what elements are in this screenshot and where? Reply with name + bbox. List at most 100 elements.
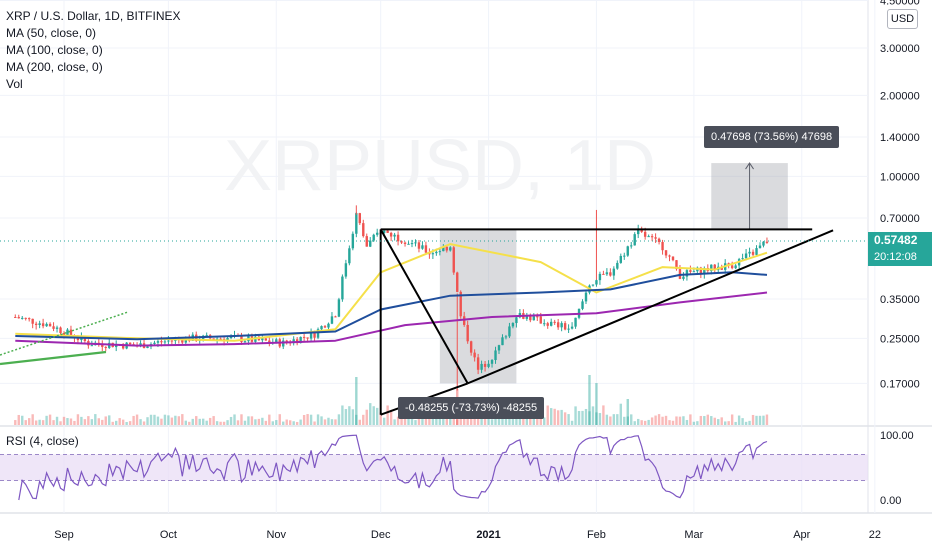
volume-bar: [570, 420, 574, 425]
measure-down-label[interactable]: -0.48255 (-73.73%) -48255: [398, 397, 545, 419]
price-tick-label: 0.25000: [880, 333, 920, 345]
volume-bar: [543, 417, 546, 425]
candle-body: [167, 340, 170, 342]
volume-bar: [292, 421, 295, 425]
candle-body: [703, 268, 706, 275]
legend-ma100[interactable]: MA (100, close, 0): [6, 43, 103, 57]
volume-bar: [323, 419, 327, 425]
candle-body: [62, 333, 66, 336]
candle-body: [323, 326, 327, 328]
symbol-title[interactable]: XRP / U.S. Dollar, 1D, BITFINEX: [6, 9, 181, 23]
candle-body: [410, 243, 414, 245]
candle-body: [302, 336, 306, 338]
candle-body: [275, 339, 278, 343]
volume-bar: [257, 418, 261, 425]
volume-bar: [734, 421, 737, 425]
volume-bar: [45, 415, 48, 425]
candle-body: [431, 253, 435, 255]
candle-body: [69, 329, 73, 336]
volume-bar: [713, 417, 716, 425]
volume-bar: [226, 420, 229, 425]
candle-body: [121, 344, 125, 349]
volume-bar: [121, 419, 125, 425]
candle-body: [17, 317, 20, 319]
candle-body: [469, 341, 473, 353]
volume-bar: [393, 419, 396, 425]
candle-body: [762, 241, 765, 246]
candle-body: [358, 213, 361, 224]
candle-body: [699, 267, 703, 275]
volume-bar: [633, 421, 636, 425]
volume-bar: [699, 415, 703, 425]
candle-body: [563, 323, 567, 330]
candle-body: [59, 327, 62, 334]
legend-ma50[interactable]: MA (50, close, 0): [6, 26, 97, 40]
candle-body: [282, 340, 285, 347]
volume-bar: [94, 414, 97, 425]
volume-bar: [737, 415, 741, 425]
volume-bar: [174, 415, 177, 425]
candle-body: [734, 265, 737, 269]
volume-bar: [115, 420, 118, 425]
legend-vol[interactable]: Vol: [6, 77, 23, 91]
candle-body: [515, 317, 518, 324]
currency-button[interactable]: USD: [887, 9, 918, 29]
legend-ma200[interactable]: MA (200, close, 0): [6, 60, 103, 74]
volume-bar: [285, 419, 288, 425]
volume-bar: [407, 417, 410, 425]
rsi-tick-label: 100.00: [880, 430, 914, 442]
candle-body: [264, 338, 268, 341]
volume-bar: [664, 415, 668, 425]
candle-body: [299, 336, 302, 344]
volume-bar: [515, 413, 518, 425]
candle-body: [215, 338, 219, 340]
candle-body: [730, 265, 734, 269]
candle-body: [560, 323, 563, 328]
volume-bar: [278, 414, 281, 425]
volume-bar: [132, 415, 135, 425]
volume-bar: [351, 409, 355, 425]
volume-bar: [31, 414, 34, 425]
candle-body: [38, 323, 41, 325]
candle-body: [393, 234, 396, 237]
time-tick-label: Mar: [684, 529, 703, 541]
candle-body: [650, 236, 654, 238]
candle-body: [163, 341, 167, 343]
candle-body: [348, 248, 351, 264]
volume-bar: [382, 417, 386, 425]
candle-body: [536, 316, 539, 318]
measure-up-label[interactable]: 0.47698 (73.56%) 47698: [704, 126, 840, 148]
volume-bar: [657, 414, 661, 425]
volume-bar: [254, 419, 257, 425]
volume-bar: [748, 420, 751, 425]
volume-bar: [741, 418, 744, 425]
volume-bar: [424, 415, 428, 425]
rsi-legend[interactable]: RSI (4, close): [6, 434, 79, 448]
candle-body: [219, 338, 222, 340]
candle-body: [104, 346, 107, 348]
candle-body: [407, 243, 410, 245]
volume-bar: [38, 419, 41, 425]
candle-body: [556, 322, 560, 328]
candle-body: [153, 342, 156, 344]
price-tick-label: 0.17000: [880, 378, 920, 390]
candle-body: [459, 291, 462, 317]
price-tick-label: 3.00000: [880, 43, 920, 55]
volume-bar: [765, 414, 769, 425]
volume-bar: [202, 418, 205, 425]
candle-body: [442, 246, 445, 252]
volume-bar: [553, 408, 556, 425]
rsi-tick-label: 0.00: [880, 495, 901, 507]
volume-bar: [212, 416, 215, 425]
last-price-tag: 0.57482 20:12:08: [868, 232, 932, 266]
volume-bar: [188, 421, 191, 425]
candle-body: [574, 317, 577, 327]
candle-body: [229, 336, 233, 339]
volume-bar: [668, 420, 671, 425]
volume-bar: [758, 415, 762, 425]
volume-bar: [264, 420, 268, 425]
candle-body: [146, 346, 149, 349]
volume-bar: [449, 418, 452, 425]
candle-body: [205, 335, 208, 337]
